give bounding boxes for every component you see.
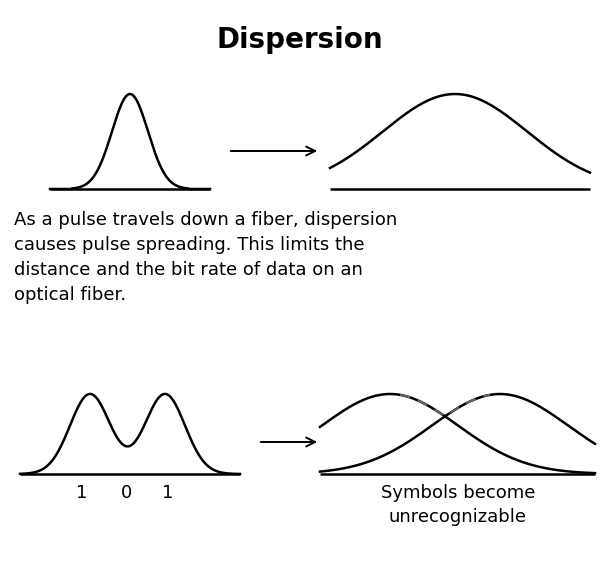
- Text: 1: 1: [76, 484, 88, 502]
- Text: Symbols become
unrecognizable: Symbols become unrecognizable: [381, 484, 535, 526]
- Text: Dispersion: Dispersion: [217, 26, 383, 54]
- Text: 1: 1: [163, 484, 173, 502]
- Text: As a pulse travels down a fiber, dispersion
causes pulse spreading. This limits : As a pulse travels down a fiber, dispers…: [14, 211, 397, 304]
- Text: 0: 0: [121, 484, 133, 502]
